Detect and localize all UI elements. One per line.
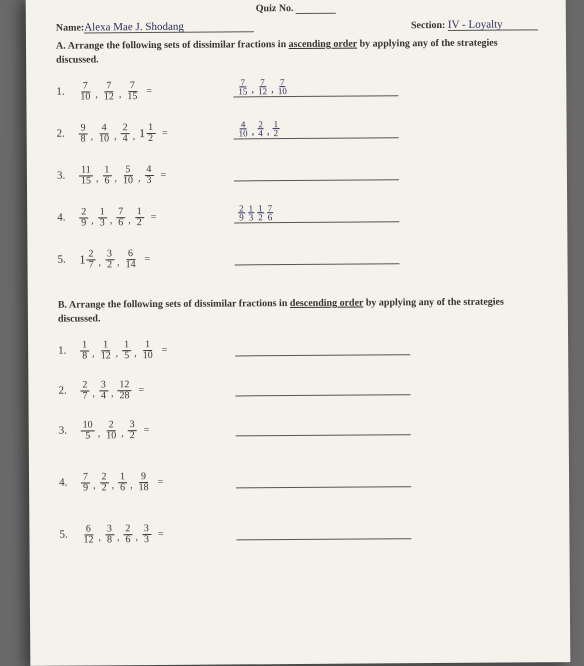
section-a-items: 1. 710,712,715= 715,712,710 2. 98,410,24…	[56, 73, 539, 274]
answer-column	[235, 380, 540, 396]
item-row: 1. 18,112,15,110=	[58, 332, 540, 365]
fraction-expression: 79,22,16,918=	[81, 471, 236, 493]
item-number: 5.	[57, 254, 79, 266]
item-number: 2.	[58, 385, 80, 397]
answer-column	[236, 420, 541, 436]
name-field: Name:Alexa Mae J. Shodang	[56, 20, 254, 33]
item-number: 5.	[59, 529, 81, 541]
answer-line	[236, 421, 411, 436]
item-row: 3. 105,210,32=	[59, 412, 541, 445]
fraction-expression: 1115,16,510,43=	[79, 164, 234, 186]
item-number: 3.	[59, 425, 81, 437]
fraction-expression: 105,210,32=	[81, 419, 236, 441]
item-number: 4.	[57, 212, 79, 224]
fraction-expression: 29,13,76,12=	[79, 206, 234, 228]
item-number: 4.	[59, 477, 81, 489]
header-row: Quiz No.	[56, 0, 538, 15]
worksheet-paper: Quiz No. Name:Alexa Mae J. Shodang Secti…	[26, 0, 571, 666]
name-section-row: Name:Alexa Mae J. Shodang Section: IV - …	[56, 18, 538, 33]
answer-line	[236, 525, 411, 540]
item-row: 3. 1115,16,510,43=	[57, 157, 539, 190]
answer-line	[235, 341, 410, 356]
item-number: 1.	[58, 345, 80, 357]
item-row: 2. 98,410,24,112= 410,24,12	[57, 115, 539, 148]
section-field: Section: IV - Loyalty	[411, 18, 538, 31]
item-row: 2. 27,34,1228=	[58, 372, 540, 405]
section-b-items: 1. 18,112,15,110= 2. 27,34,1228= 3. 105,…	[58, 332, 541, 549]
answer-column	[236, 524, 541, 540]
item-row: 5. 612,38,26,33=	[59, 516, 541, 549]
answer-column: 410,24,12	[234, 123, 539, 139]
answer-line	[234, 250, 399, 265]
answer-line	[234, 166, 399, 181]
item-number: 3.	[57, 170, 79, 182]
item-row: 4. 29,13,76,12= 29 13 12 76	[57, 199, 539, 232]
answer-column: 715,712,710	[233, 81, 538, 97]
item-number: 1.	[56, 86, 78, 98]
answer-column	[234, 249, 539, 265]
answer-line: 410,24,12	[234, 124, 399, 139]
answer-line	[236, 473, 411, 488]
item-row: 4. 79,22,16,918=	[59, 464, 541, 497]
quiz-no-label: Quiz No.	[256, 2, 336, 15]
fraction-expression: 18,112,15,110=	[80, 339, 235, 361]
answer-line: 29 13 12 76	[234, 208, 399, 223]
fraction-expression: 98,410,24,112=	[79, 122, 234, 144]
answer-column	[234, 165, 539, 181]
answer-line	[235, 381, 410, 396]
answer-column	[236, 472, 541, 488]
answer-column	[235, 340, 540, 356]
item-row: 1. 710,712,715= 715,712,710	[56, 73, 538, 106]
fraction-expression: 612,38,26,33=	[81, 523, 236, 545]
fraction-expression: 710,712,715=	[78, 80, 233, 102]
item-number: 2.	[57, 128, 79, 140]
fraction-expression: 127,32,614=	[79, 248, 234, 270]
fraction-expression: 27,34,1228=	[80, 379, 235, 401]
answer-line: 715,712,710	[233, 82, 398, 97]
item-row: 5. 127,32,614=	[57, 241, 539, 274]
answer-column: 29 13 12 76	[234, 207, 539, 223]
section-a-instructions: A. Arrange the following sets of dissimi…	[56, 36, 538, 66]
section-b-instructions: B. Arrange the following sets of dissimi…	[58, 295, 540, 325]
